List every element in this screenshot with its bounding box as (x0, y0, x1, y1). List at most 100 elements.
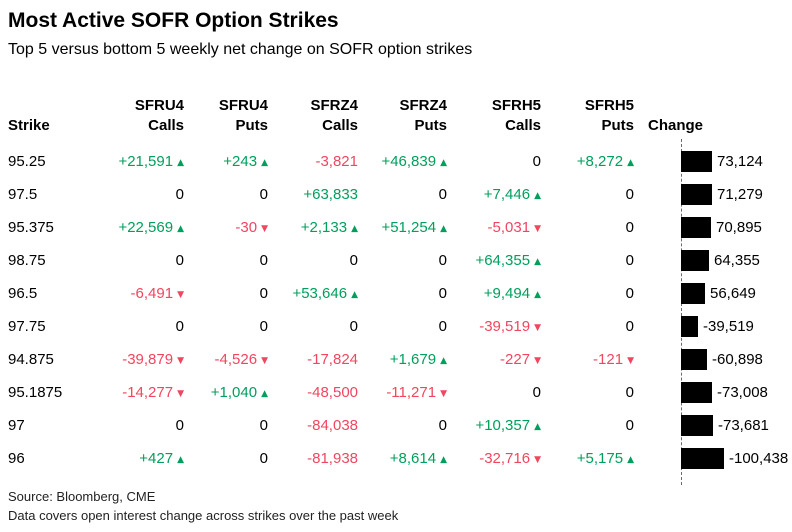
value-cell: -39,879 ▼ (70, 351, 184, 368)
change-bar (681, 217, 711, 238)
table-row: 95.1875 -14,277 ▼ +1,040 ▲ -48,500 -11,271 ▼ 0 0-… (8, 376, 784, 409)
up-arrow-icon: ▲ (440, 158, 447, 168)
down-arrow-icon: ▼ (534, 455, 541, 465)
contract-label: SFRZ4 (399, 97, 447, 114)
change-bar (681, 382, 712, 403)
up-arrow-icon: ▲ (534, 290, 541, 300)
table-row: 96.5 -6,491 ▼ 0 +53,646 ▲ 0 +9,494 ▲ 0 56,649 (8, 277, 784, 310)
value-cell: +51,254 ▲ (358, 219, 447, 236)
chart-subtitle: Top 5 versus bottom 5 weekly net change … (8, 41, 473, 58)
value-cell: 0 (447, 153, 541, 170)
value-text: -14,277 (122, 384, 174, 401)
down-arrow-icon: ▼ (534, 356, 541, 366)
change-cell: -39,519 (634, 316, 784, 337)
option-type-label: Puts (235, 117, 268, 134)
value-cell: -4,526 ▼ (184, 351, 268, 368)
change-bar (681, 349, 707, 370)
value-text: -6,491 (130, 285, 174, 302)
value-cell: +10,357 ▲ (447, 417, 541, 434)
value-text: +427 (139, 450, 174, 467)
table-row: 97 0 0 -84,038 0 +10,357 ▲ 0 -73,681 (8, 409, 784, 442)
value-cell: 0 (541, 219, 634, 236)
value-text: +53,646 (292, 285, 348, 302)
up-arrow-icon: ▲ (627, 158, 634, 168)
value-text: 0 (259, 417, 268, 434)
strikes-table: Strike SFRU4 Calls SFRU4 Puts SFRZ4 Calls SFRZ… (8, 96, 788, 485)
change-cell: 70,895 (634, 217, 784, 238)
value-text: +8,272 (576, 153, 624, 170)
value-cell: +63,833 (268, 186, 358, 203)
up-arrow-icon: ▲ (261, 389, 268, 399)
value-text: +5,175 (576, 450, 624, 467)
value-cell: -121 ▼ (541, 351, 634, 368)
value-text: 0 (625, 219, 634, 236)
value-text: 0 (175, 252, 184, 269)
value-text: -84,038 (307, 417, 358, 434)
value-text: -11,271 (386, 384, 437, 401)
column-header-sfru4-puts: SFRU4 Puts (184, 96, 268, 136)
value-cell: +2,133 ▲ (268, 219, 358, 236)
value-text: 0 (625, 285, 634, 302)
value-cell: -32,716 ▼ (447, 450, 541, 467)
option-type-label: Calls (322, 117, 358, 134)
change-column-header: Change (634, 116, 784, 136)
value-cell: +243 ▲ (184, 153, 268, 170)
strike-label: 95.25 (8, 153, 46, 170)
table-row: 98.75 0 0 0 0 +64,355 ▲ 0 64,355 (8, 244, 784, 277)
strike-label: 96.5 (8, 285, 38, 302)
value-text: -30 (235, 219, 258, 236)
value-cell: +9,494 ▲ (447, 285, 541, 302)
down-arrow-icon: ▼ (177, 356, 184, 366)
value-text: -48,500 (307, 384, 358, 401)
value-cell: 0 (541, 252, 634, 269)
change-value: -60,898 (712, 351, 763, 368)
note-line: Data covers open interest change across … (8, 508, 399, 523)
value-text: -121 (593, 351, 624, 368)
change-value: 64,355 (714, 252, 760, 269)
value-cell: 0 (541, 285, 634, 302)
table-body: 95.25 +21,591 ▲ +243 ▲ -3,821 +46,839 ▲ 0 +8,272 ▲… (8, 139, 788, 485)
strike-label: 94.875 (8, 351, 54, 368)
up-arrow-icon: ▲ (534, 257, 541, 267)
value-cell: 0 (541, 417, 634, 434)
table-row: 94.875 -39,879 ▼ -4,526 ▼ -17,824 +1,679 ▲ -227 ▼… (8, 343, 784, 376)
value-text: 0 (438, 417, 447, 434)
value-cell: 0 (541, 384, 634, 401)
option-type-label: Calls (148, 117, 184, 134)
value-text: -227 (500, 351, 531, 368)
value-cell: -11,271 ▼ (358, 384, 447, 401)
table-row: 97.75 0 0 0 0 -39,519 ▼ 0 -39,519 (8, 310, 784, 343)
strike-column-header: Strike (8, 116, 70, 136)
value-text: +8,614 (389, 450, 437, 467)
up-arrow-icon: ▲ (177, 455, 184, 465)
strike-label: 97.75 (8, 318, 46, 335)
down-arrow-icon: ▼ (440, 389, 447, 399)
value-text: 0 (259, 252, 268, 269)
change-value: 71,279 (717, 186, 763, 203)
up-arrow-icon: ▲ (351, 224, 358, 234)
value-text: +2,133 (300, 219, 348, 236)
value-text: 0 (175, 318, 184, 335)
value-text: 0 (625, 252, 634, 269)
value-text: -4,526 (214, 351, 258, 368)
strike-label: 97 (8, 417, 25, 434)
option-type-label: Puts (601, 117, 634, 134)
change-cell: -100,438 (634, 448, 788, 469)
change-value: 56,649 (710, 285, 756, 302)
value-text: +64,355 (475, 252, 531, 269)
value-text: 0 (438, 186, 447, 203)
up-arrow-icon: ▲ (351, 290, 358, 300)
value-cell: -3,821 (268, 153, 358, 170)
value-text: -81,938 (307, 450, 358, 467)
change-cell: 73,124 (634, 151, 784, 172)
down-arrow-icon: ▼ (177, 290, 184, 300)
value-cell: 0 (70, 252, 184, 269)
change-cell: 56,649 (634, 283, 784, 304)
change-cell: -60,898 (634, 349, 784, 370)
value-cell: +22,569 ▲ (70, 219, 184, 236)
column-header-sfrz4-puts: SFRZ4 Puts (358, 96, 447, 136)
value-cell: +53,646 ▲ (268, 285, 358, 302)
table-row: 95.25 +21,591 ▲ +243 ▲ -3,821 +46,839 ▲ 0 +8,272 ▲… (8, 145, 784, 178)
value-cell: +8,614 ▲ (358, 450, 447, 467)
change-bar (681, 283, 705, 304)
